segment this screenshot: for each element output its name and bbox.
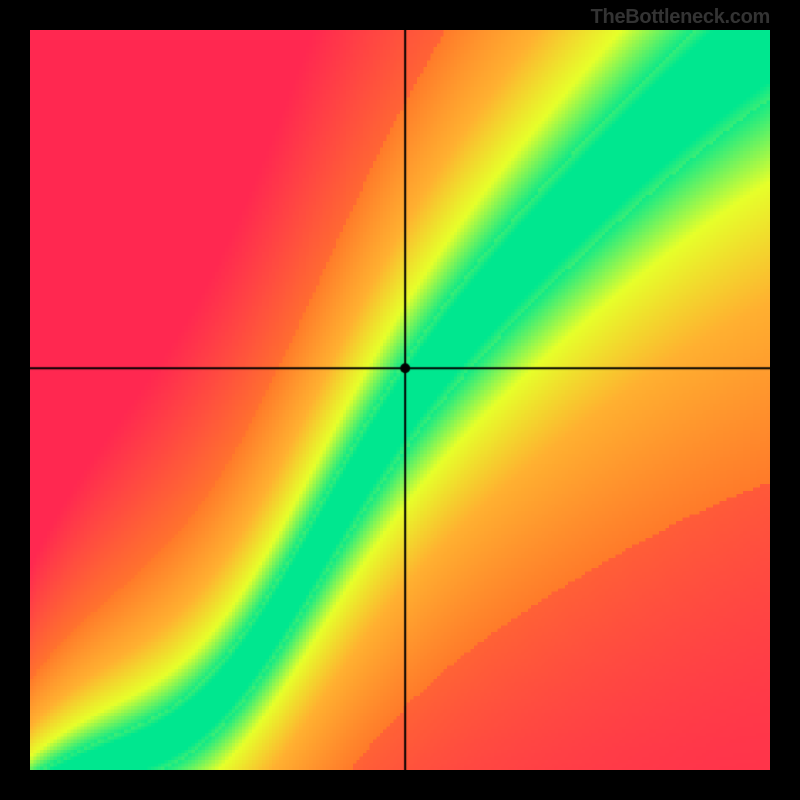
chart-container: TheBottleneck.com: [0, 0, 800, 800]
watermark-text: TheBottleneck.com: [591, 6, 770, 29]
crosshair-overlay: [30, 30, 770, 770]
